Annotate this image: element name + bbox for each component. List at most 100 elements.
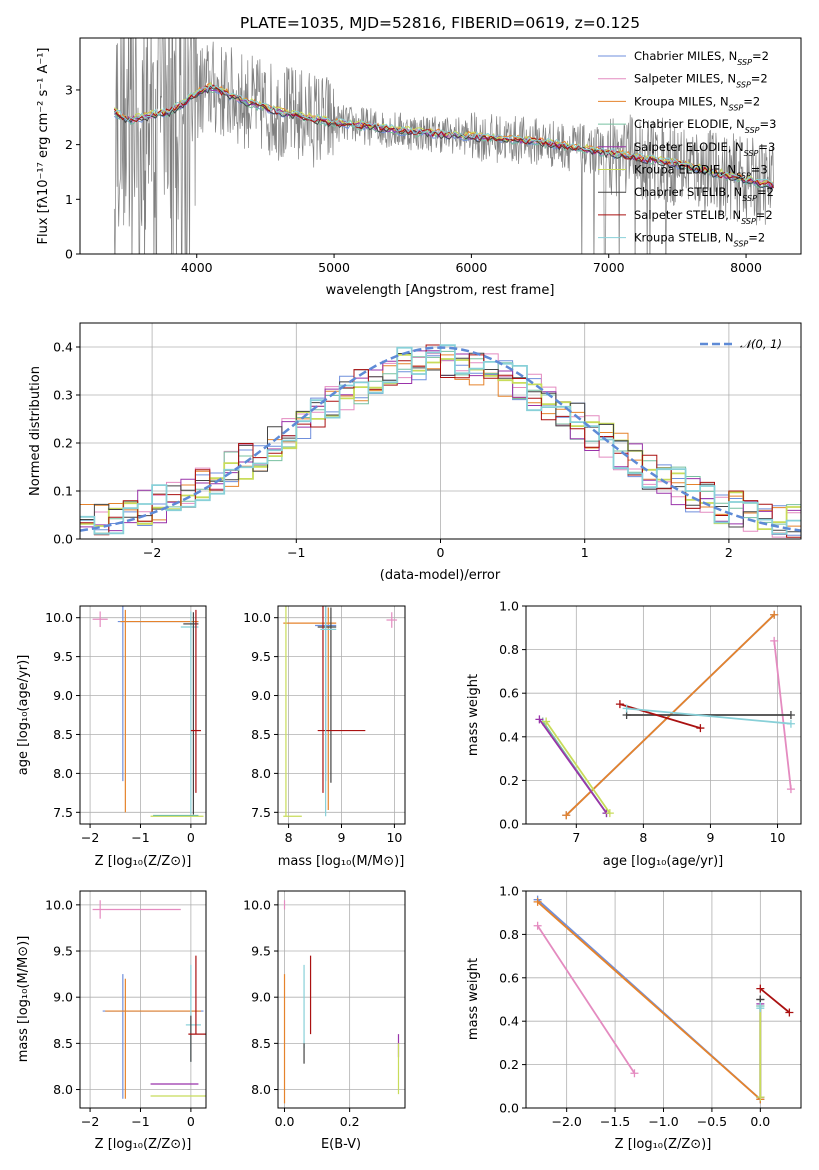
- wZ-series-kroupa-stelib: [756, 1002, 765, 1013]
- spectrum-xtick-label-4: 8000: [730, 260, 762, 275]
- age-vs-metallicity-panel: −2 −1 0 7.5 8.0 8.5 9.0 9.5 10.0 Z [log₁₀(Z/Z⊙)]…: [16, 605, 207, 869]
- wAge-xtick-label-3: 10: [770, 830, 786, 845]
- wAge-marker-kroupa-elodie-0: [542, 717, 551, 726]
- spectrum-xtick-label-1: 5000: [318, 260, 350, 275]
- residuals-ytick-label-3: 0.3: [53, 388, 73, 403]
- mass-vs-ebv-xlabel: E(B-V): [321, 1137, 361, 1152]
- spectrum-title: PLATE=1035, MJD=52816, FIBERID=0619, z=0…: [240, 14, 640, 32]
- wAge-marker-kroupa-stelib-1: [786, 719, 795, 728]
- wAge-series-salpeter-stelib: [615, 700, 705, 733]
- residuals-ytick-label-1: 0.1: [53, 484, 73, 499]
- massZ-ytick-label-1: 8.5: [53, 1036, 73, 1051]
- wAge-marker-salpeter-stelib-0: [615, 700, 624, 709]
- massZ-xtick-label-0: −2: [81, 1114, 99, 1129]
- wZ-ytick-label-3: 0.6: [499, 970, 519, 985]
- weight-vs-age-panel: 7 8 9 10 0.0 0.2 0.4 0.6 0.8 1.0 age [log₁₀(age/y…: [466, 599, 802, 869]
- ageZ-ytick-label-4: 9.5: [53, 649, 73, 664]
- wAge-series-kroupa-stelib: [622, 704, 795, 728]
- wZ-marker-salpeter-miles-1: [630, 1069, 639, 1078]
- wAge-ytick-label-1: 0.2: [499, 773, 519, 788]
- legend-label-salpeter-stelib: Salpeter STELIB, NSSP=2: [634, 208, 773, 226]
- ageZ-ytick-label-0: 7.5: [53, 805, 73, 820]
- wZ-marker-kroupa-miles-0: [533, 897, 542, 906]
- mass-vs-metallicity-panel: −2 −1 0 8.0 8.5 9.0 9.5 10.0 Z [log₁₀(Z/Z⊙)] ma…: [16, 890, 207, 1152]
- spectrum-panel: PLATE=1035, MJD=52816, FIBERID=0619, z=0…: [36, 14, 802, 298]
- spectrum-ytick-label-3: 3: [65, 82, 73, 97]
- ageMass-errorbar-kroupa-stelib: [320, 606, 337, 817]
- mass-vs-Z-xlabel: Z [log₁₀(Z/Z⊙)]: [95, 1137, 192, 1152]
- weight-vs-Z-xlabel: Z [log₁₀(Z/Z⊙)]: [615, 1137, 712, 1152]
- ageMass-xtick-label-2: 10: [386, 830, 402, 845]
- legend-label-chabrier-stelib: Chabrier STELIB, NSSP=2: [634, 185, 774, 203]
- ageMass-ytick-label-4: 9.5: [251, 649, 271, 664]
- ageZ-ytick-label-5: 10.0: [45, 610, 73, 625]
- wZ-ytick-label-0: 0.0: [499, 1101, 519, 1116]
- ageMass-errorbar-kroupa-miles: [283, 607, 337, 810]
- observed-spectrum: [113, 38, 774, 254]
- residuals-xlabel: (data-model)/error: [380, 568, 501, 583]
- model-kroupa-elodie: [114, 81, 774, 185]
- ageMass-ytick-label-0: 7.5: [251, 805, 271, 820]
- wAge-ytick-label-3: 0.6: [499, 686, 519, 701]
- ageZ-errorbar-kroupa-miles: [120, 609, 199, 813]
- legend-label-chabrier-elodie: Chabrier ELODIE, NSSP=3: [634, 117, 776, 135]
- wAge-marker-salpeter-miles-0: [770, 636, 779, 645]
- spectrum-xtick-label-3: 7000: [593, 260, 625, 275]
- residuals-ytick-label-4: 0.4: [53, 340, 73, 355]
- wZ-xtick-label-0: −2.0: [551, 1114, 581, 1129]
- age-vs-mass-xlabel: mass [log₁₀(M/M⊙)]: [278, 854, 405, 869]
- legend-label-kroupa-stelib: Kroupa STELIB, NSSP=2: [634, 231, 765, 249]
- massEbv-ytick-label-0: 8.0: [251, 1082, 271, 1097]
- wZ-xtick-label-2: −1.0: [648, 1114, 678, 1129]
- residuals-xtick-label-1: −1: [287, 545, 305, 560]
- weight-vs-Z-ylabel: mass weight: [466, 958, 481, 1040]
- residuals-legend: 𝒩(0, 1): [700, 337, 782, 351]
- wZ-marker-salpeter-stelib-0: [756, 984, 765, 993]
- residuals-xtick-label-2: 0: [437, 545, 445, 560]
- ageMass-xtick-label-1: 9: [338, 830, 346, 845]
- wZ-ytick-label-5: 1.0: [499, 884, 519, 899]
- massZ-ytick-label-4: 10.0: [45, 897, 73, 912]
- spectrum-legend: Chabrier MILES, NSSP=2 Salpeter MILES, NS…: [598, 49, 776, 248]
- residuals-panel: −2 −1 0 1 2 0.0 0.1 0.2 0.3 0.4 (data-model)/erro…: [28, 322, 802, 583]
- spectrum-xlabel: wavelength [Angstrom, rest frame]: [326, 283, 555, 298]
- ageZ-xtick-label-0: −2: [81, 830, 99, 845]
- spectrum-plot-area: [113, 38, 774, 254]
- age-vs-mass-panel: 8 9 10 7.5 8.0 8.5 9.0 9.5 10.0 mass [log₁₀(M/M⊙…: [243, 605, 406, 869]
- spectrum-ylabel: Flux [fλ10⁻¹⁷ erg cm⁻² s⁻¹ A⁻¹]: [36, 48, 51, 245]
- ageMass-ytick-label-5: 10.0: [243, 610, 271, 625]
- legend-label-salpeter-miles: Salpeter MILES, NSSP=2: [634, 72, 768, 90]
- ageZ-xtick-label-2: 0: [187, 830, 195, 845]
- massZ-xtick-label-1: −1: [131, 1114, 149, 1129]
- ageZ-errorbar-salpeter-stelib: [190, 609, 201, 793]
- wAge-marker-salpeter-elodie-0: [535, 715, 544, 724]
- massEbv-ytick-label-4: 10.0: [243, 897, 271, 912]
- ageZ-ytick-label-3: 9.0: [53, 688, 73, 703]
- legend-label-normal: 𝒩(0, 1): [740, 337, 782, 351]
- wAge-xtick-label-2: 9: [706, 830, 714, 845]
- massEbv-ytick-label-1: 8.5: [251, 1036, 271, 1051]
- mass-vs-ebv-panel: 0.0 0.2 8.0 8.5 9.0 9.5 10.0 E(B-V): [243, 890, 406, 1152]
- ageZ-xtick-label-1: −1: [131, 830, 149, 845]
- model-salpeter-stelib: [113, 84, 774, 189]
- wAge-xtick-label-0: 7: [572, 830, 580, 845]
- wZ-marker-kroupa-elodie-1: [756, 1093, 765, 1102]
- residuals-xtick-label-3: 1: [581, 545, 589, 560]
- massEbv-xtick-label-0: 0.0: [275, 1114, 295, 1129]
- wZ-xtick-label-4: 0.0: [750, 1114, 770, 1129]
- wZ-xtick-label-3: −0.5: [697, 1114, 727, 1129]
- wZ-ytick-label-2: 0.4: [499, 1014, 519, 1029]
- age-vs-Z-xlabel: Z [log₁₀(Z/Z⊙)]: [95, 854, 192, 869]
- wAge-ytick-label-5: 1.0: [499, 599, 519, 614]
- wAge-ytick-label-0: 0.0: [499, 817, 519, 832]
- massEbv-xtick-label-1: 0.2: [340, 1114, 360, 1129]
- wAge-marker-salpeter-miles-1: [786, 785, 795, 794]
- wZ-marker-salpeter-miles-0: [533, 921, 542, 930]
- weight-vs-age-ylabel: mass weight: [466, 674, 481, 756]
- residuals-xtick-label-4: 2: [725, 545, 733, 560]
- model-kroupa-stelib: [113, 84, 774, 184]
- wAge-xtick-label-1: 8: [639, 830, 647, 845]
- wZ-marker-salpeter-stelib-1: [785, 1008, 794, 1017]
- ageMass-errorbar-chabrier-stelib: [317, 607, 337, 783]
